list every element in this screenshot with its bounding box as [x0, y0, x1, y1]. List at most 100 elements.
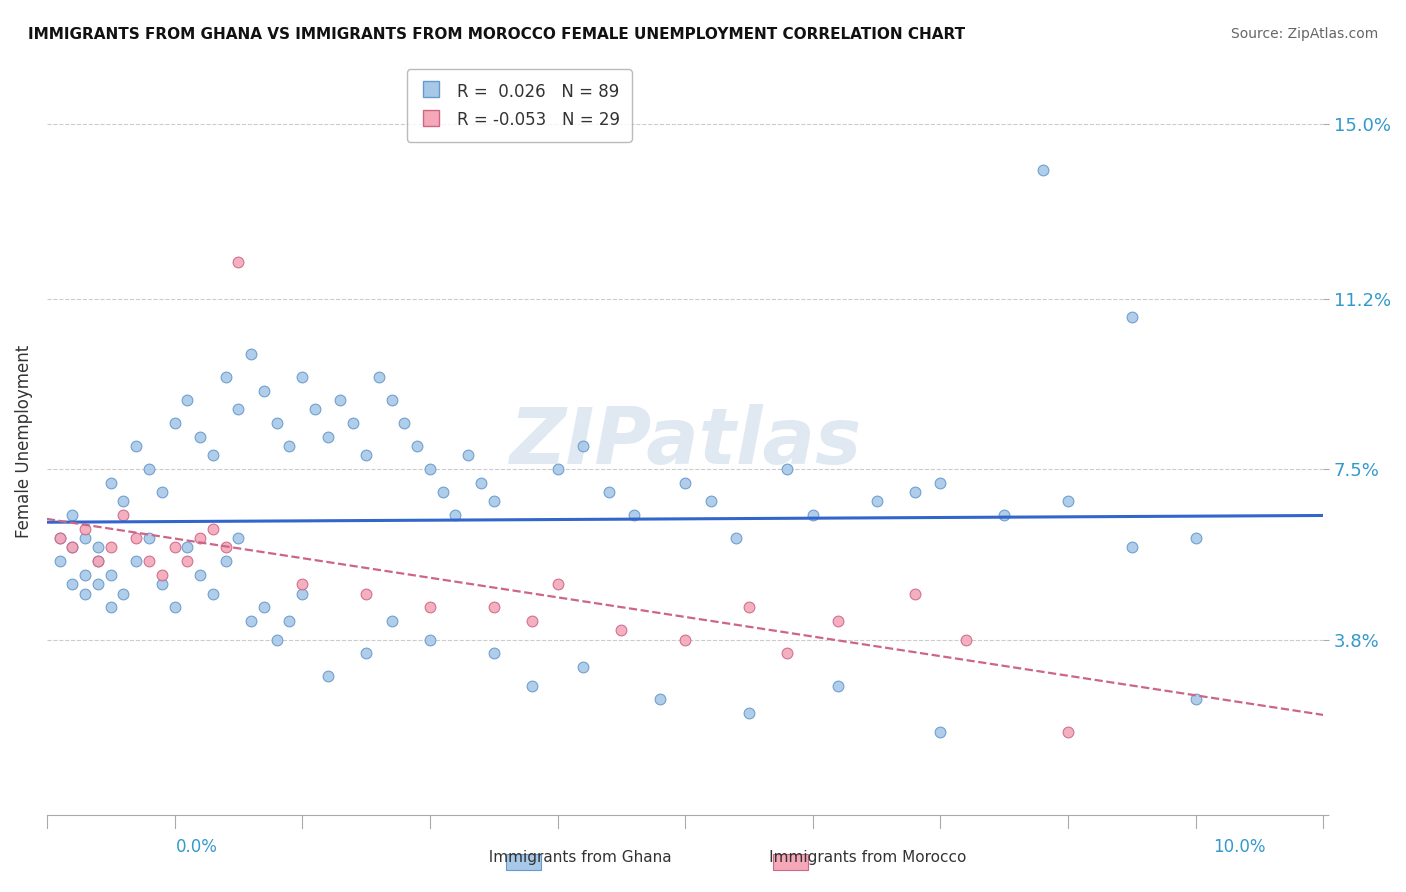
Point [776, 462, 799, 476]
Text: IMMIGRANTS FROM GHANA VS IMMIGRANTS FROM MOROCCO FEMALE UNEMPLOYMENT CORRELATION: IMMIGRANTS FROM GHANA VS IMMIGRANTS FROM… [28, 27, 966, 42]
Point [419, 632, 441, 647]
Point [125, 439, 148, 453]
Point [572, 439, 595, 453]
Point [316, 430, 339, 444]
Point [342, 416, 364, 430]
Point [188, 531, 211, 545]
Point [482, 600, 505, 615]
Point [610, 624, 633, 638]
Point [929, 724, 952, 739]
Point [1121, 310, 1143, 325]
Point [150, 568, 173, 582]
Point [163, 600, 186, 615]
Point [214, 554, 236, 568]
Point [201, 522, 224, 536]
Point [648, 692, 671, 706]
Point [138, 531, 160, 545]
Point [776, 646, 799, 660]
Point [138, 554, 160, 568]
Point [367, 370, 389, 384]
Point [673, 632, 696, 647]
Point [904, 586, 927, 600]
Point [176, 393, 198, 408]
Point [188, 568, 211, 582]
Point [394, 416, 416, 430]
Point [699, 494, 721, 508]
Point [291, 586, 314, 600]
Point [138, 462, 160, 476]
Point [266, 416, 288, 430]
Point [75, 531, 97, 545]
Point [48, 531, 70, 545]
Point [482, 494, 505, 508]
Point [419, 600, 441, 615]
Point [354, 646, 377, 660]
Point [125, 554, 148, 568]
Text: 0.0%: 0.0% [176, 838, 218, 856]
Point [291, 370, 314, 384]
Point [87, 541, 110, 555]
Point [380, 393, 402, 408]
Point [623, 508, 645, 523]
Point [1032, 162, 1054, 177]
Point [62, 577, 84, 591]
Point [866, 494, 889, 508]
Point [150, 485, 173, 500]
Point [380, 614, 402, 628]
Point [329, 393, 352, 408]
Point [432, 485, 454, 500]
Point [163, 416, 186, 430]
Point [87, 554, 110, 568]
Point [482, 646, 505, 660]
Point [1184, 531, 1206, 545]
Point [125, 531, 148, 545]
Point [100, 475, 122, 490]
Point [354, 586, 377, 600]
Point [572, 660, 595, 674]
Point [520, 614, 543, 628]
Point [419, 462, 441, 476]
Point [87, 577, 110, 591]
Point [253, 600, 276, 615]
Point [253, 384, 276, 398]
Point [112, 494, 135, 508]
Point [304, 402, 326, 417]
Point [1057, 724, 1080, 739]
Text: ZIPatlas: ZIPatlas [509, 403, 862, 480]
Point [163, 541, 186, 555]
Point [87, 554, 110, 568]
Point [316, 669, 339, 683]
Point [266, 632, 288, 647]
Point [228, 255, 250, 269]
Point [738, 706, 761, 721]
Point [176, 554, 198, 568]
Point [75, 568, 97, 582]
Point [112, 586, 135, 600]
Point [62, 541, 84, 555]
Text: Immigrants from Ghana                    Immigrants from Morocco: Immigrants from Ghana Immigrants from Mo… [440, 850, 966, 865]
Point [214, 370, 236, 384]
Point [547, 462, 569, 476]
Point [673, 475, 696, 490]
Point [100, 541, 122, 555]
Point [100, 568, 122, 582]
Point [955, 632, 977, 647]
Point [470, 475, 492, 490]
Point [520, 679, 543, 693]
Point [444, 508, 467, 523]
Point [547, 577, 569, 591]
Point [75, 586, 97, 600]
Point [457, 448, 479, 462]
Point [62, 508, 84, 523]
Point [201, 586, 224, 600]
Point [993, 508, 1015, 523]
Point [176, 541, 198, 555]
Point [827, 679, 849, 693]
Point [929, 475, 952, 490]
Point [1184, 692, 1206, 706]
Point [112, 508, 135, 523]
Point [188, 430, 211, 444]
Point [75, 522, 97, 536]
Point [48, 531, 70, 545]
Y-axis label: Female Unemployment: Female Unemployment [15, 345, 32, 538]
